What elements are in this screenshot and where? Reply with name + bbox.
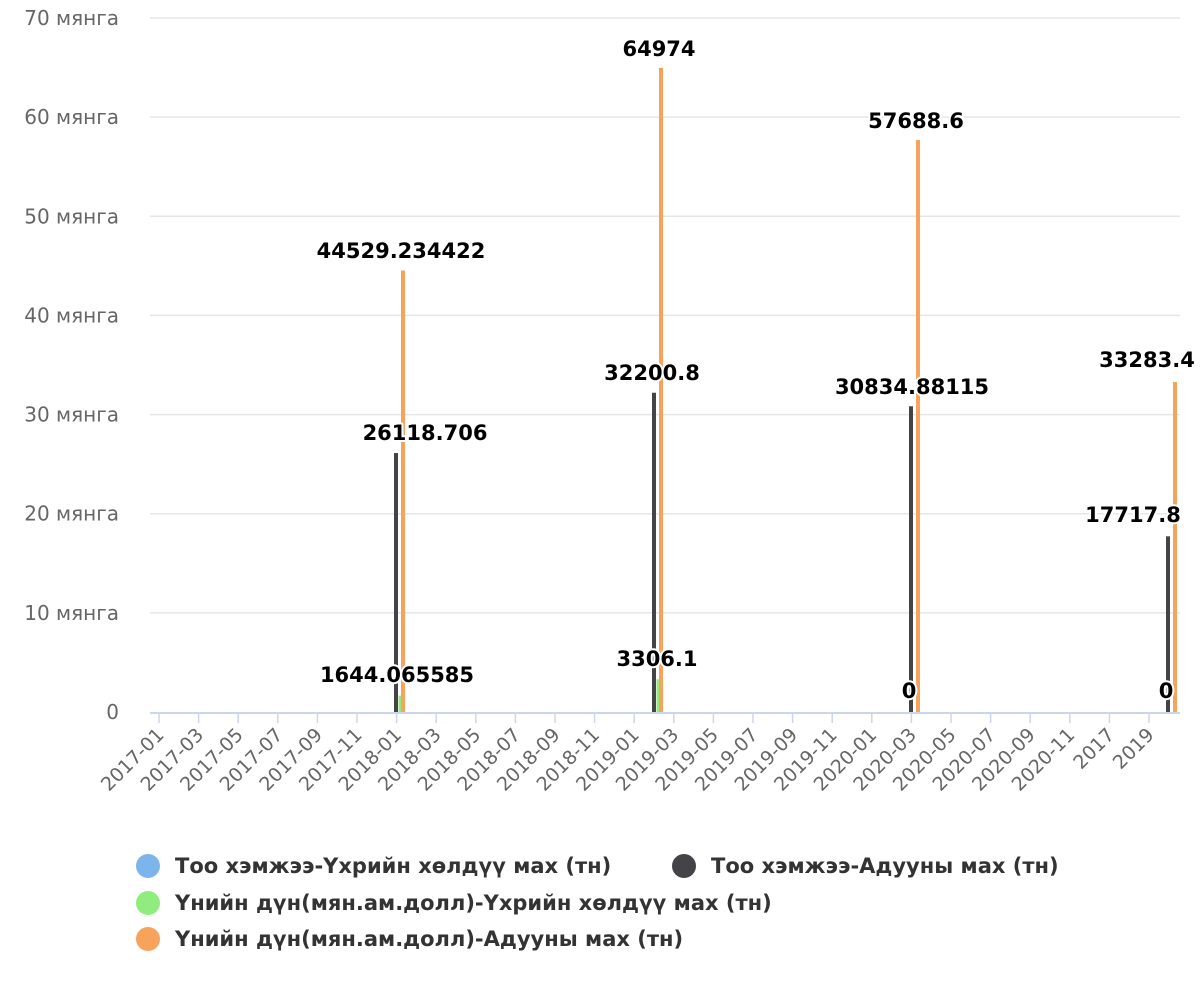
- x-tick-label: 2017: [1069, 724, 1119, 774]
- legend-item-aduu-dun[interactable]: Үнийн дүн(мян.ам.долл)-Адууны мах (тн): [136, 923, 683, 955]
- legend-item-uhriin-dun[interactable]: Үнийн дүн(мян.ам.долл)-Үхрийн хөлдүү мах…: [136, 887, 772, 919]
- y-tick-label: 20 мянга: [24, 502, 119, 526]
- x-tick-label: 2019: [1109, 724, 1159, 774]
- legend-marker: [672, 854, 696, 878]
- y-tick-label: 40 мянга: [24, 303, 119, 327]
- y-axis-tick-labels: 0 10 мянга 20 мянга 30 мянга 40 мянга 50 мянг…: [24, 6, 119, 724]
- bar-2019-03-s3[interactable]: [659, 67, 663, 712]
- data-label: 64974: [622, 37, 695, 61]
- data-labels: 26118.706 32200.8 30834.88115 17717.8 1644.0…: [315, 35, 1197, 705]
- bar-series[interactable]: [394, 67, 1177, 713]
- data-label: 3306.1: [616, 647, 697, 671]
- bar-2019-03-s2[interactable]: [656, 679, 661, 712]
- data-label: 0: [1159, 679, 1174, 703]
- y-tick-label: 60 мянга: [24, 105, 119, 129]
- y-tick-label: 50 мянга: [24, 204, 119, 228]
- x-axis: 2017-012017-032017-052017-072017-092017-…: [97, 712, 1180, 796]
- data-label: 26118.706: [363, 421, 488, 445]
- bar-2018-01-s2[interactable]: [398, 695, 403, 712]
- bar-2019-s3[interactable]: [1173, 382, 1177, 712]
- data-label: 57688.6: [868, 109, 964, 133]
- y-tick-label: 30 мянга: [24, 403, 119, 427]
- legend-label: Үнийн дүн(мян.ам.долл)-Адууны мах (тн): [175, 927, 684, 951]
- legend-marker: [136, 891, 160, 915]
- legend-item-aduu-hemjee[interactable]: Тоо хэмжээ-Адууны мах (тн): [672, 850, 1059, 882]
- y-tick-label: 10 мянга: [24, 601, 119, 625]
- legend-label: Тоо хэмжээ-Үхрийн хөлдүү мах (тн): [175, 854, 612, 878]
- grid-lines: [150, 17, 1180, 614]
- bar-2018-01-s3[interactable]: [401, 270, 405, 712]
- data-label: 32200.8: [604, 361, 700, 385]
- data-label: 33283.4: [1099, 348, 1195, 372]
- bar-2018-01-s1[interactable]: [394, 453, 398, 712]
- y-tick-label: 0: [106, 700, 119, 724]
- data-label: 1644.065585: [320, 663, 474, 687]
- bar-2019-03-s1[interactable]: [652, 392, 656, 712]
- legend-marker: [136, 854, 160, 878]
- legend-marker: [136, 927, 160, 951]
- bar-2019-s1[interactable]: [1166, 536, 1170, 712]
- bar-2020-03-s3[interactable]: [916, 140, 920, 713]
- bar-2020-03-s1[interactable]: [909, 406, 913, 712]
- data-label: 44529.234422: [317, 239, 486, 263]
- data-label: 30834.88115: [835, 375, 989, 399]
- data-label: 0: [902, 679, 917, 703]
- legend-label: Үнийн дүн(мян.ам.долл)-Үхрийн хөлдүү мах…: [175, 891, 772, 915]
- y-tick-label: 70 мянга: [24, 6, 119, 30]
- legend-label: Тоо хэмжээ-Адууны мах (тн): [711, 854, 1059, 878]
- data-label: 17717.8: [1085, 503, 1181, 527]
- legend-item-uhriin-hemjee[interactable]: Тоо хэмжээ-Үхрийн хөлдүү мах (тн): [136, 850, 611, 882]
